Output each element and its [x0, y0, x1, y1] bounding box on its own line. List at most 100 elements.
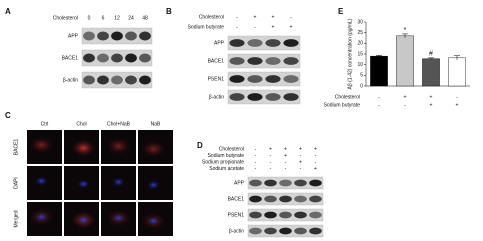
condition-sign: +	[299, 159, 302, 165]
condition-sign: -	[270, 153, 272, 159]
blot-band	[83, 31, 95, 41]
condition-sign: +	[314, 166, 317, 172]
blot-band	[265, 93, 281, 101]
blot-band	[264, 179, 277, 187]
condition-label: Sodium butyrate	[208, 153, 245, 159]
blot-label: BACE1	[228, 196, 245, 202]
condition-sign: -	[285, 166, 287, 172]
blot-band	[283, 57, 299, 65]
blot-band	[249, 211, 262, 219]
red-stain	[140, 140, 167, 158]
condition-sign: +	[254, 14, 257, 20]
condition-sign: -	[290, 14, 292, 20]
condition-label: Sodium butyrate	[324, 102, 361, 108]
y-tick-label: 0	[360, 83, 363, 89]
blot-band	[97, 75, 109, 85]
lane-label: 24	[128, 15, 134, 21]
y-tick-label: 30	[357, 19, 363, 25]
blot-band	[249, 195, 262, 203]
panel-label: D	[197, 141, 203, 150]
condition-sign: -	[270, 159, 272, 165]
nucleus	[111, 177, 126, 187]
bar	[370, 55, 388, 87]
column-label: Chol+NaB	[107, 121, 131, 127]
blot-band	[247, 75, 263, 83]
condition-sign: +	[272, 14, 275, 20]
y-tick-label: 15	[357, 51, 363, 57]
blot	[227, 89, 301, 105]
blot-band	[139, 75, 151, 85]
condition-sign: -	[255, 166, 257, 172]
condition-sign: +	[456, 102, 459, 108]
error-bar	[428, 57, 434, 60]
condition-sign: -	[404, 102, 406, 108]
condition-sign: -	[378, 94, 380, 100]
nucleus	[76, 179, 91, 189]
row-label: Merged	[13, 210, 19, 227]
blot-label: APP	[214, 40, 225, 46]
blot-label: β-actin	[229, 228, 244, 234]
row-label: DAPI	[13, 177, 19, 189]
error-bar	[402, 33, 408, 38]
blot	[227, 35, 301, 51]
blot-label: PSEN1	[228, 212, 245, 218]
condition-sign: +	[314, 146, 317, 152]
row-label: BACE1	[13, 139, 19, 156]
condition-sign: -	[270, 166, 272, 172]
condition-sign: +	[430, 94, 433, 100]
condition-sign: -	[378, 102, 380, 108]
error-bar	[454, 55, 460, 60]
blot-band	[97, 31, 109, 41]
blot-band	[294, 211, 307, 219]
condition-sign: -	[254, 24, 256, 30]
blot-band	[279, 211, 292, 219]
bar	[448, 57, 466, 87]
blot-band	[283, 39, 299, 47]
panel-label: E	[338, 7, 344, 16]
nucleus	[111, 213, 126, 223]
blot-band	[279, 179, 292, 187]
blot-band	[247, 39, 263, 47]
condition-label: Sodium propionate	[202, 159, 244, 165]
blot-band	[125, 31, 137, 41]
nucleus	[146, 216, 161, 226]
blot-band	[283, 93, 299, 101]
blot-band	[249, 227, 262, 235]
condition-label: Cholesterol	[199, 14, 224, 20]
blot-band	[247, 93, 263, 101]
blot-band	[229, 75, 245, 83]
lane-label: 6	[102, 15, 105, 21]
condition-label: Cholesterol	[335, 94, 360, 100]
condition-sign: -	[255, 153, 257, 159]
blot-band	[264, 211, 277, 219]
nucleus	[34, 176, 49, 186]
column-label: NaB	[151, 121, 161, 127]
condition-sign: -	[285, 159, 287, 165]
blot-band	[111, 31, 123, 41]
panel-label: B	[166, 7, 172, 16]
blot-label: β-actin	[63, 77, 78, 83]
condition-sign: +	[284, 146, 287, 152]
blot-band	[279, 195, 292, 203]
blot-band	[139, 31, 151, 41]
red-stain	[70, 139, 97, 157]
blot-band	[249, 179, 262, 187]
bar	[422, 58, 440, 87]
blot-band	[265, 39, 281, 47]
condition-sign: -	[315, 153, 317, 159]
condition-sign: +	[404, 94, 407, 100]
red-stain	[105, 137, 132, 155]
y-tick-label: 25	[357, 30, 363, 36]
blot-band	[247, 57, 263, 65]
condition-label: Sodium acetate	[209, 166, 244, 172]
blot-band	[309, 227, 322, 235]
blot-band	[309, 179, 322, 187]
nucleus	[34, 212, 49, 222]
blot-band	[294, 227, 307, 235]
blot-band	[279, 227, 292, 235]
lane-label: 0	[88, 15, 91, 21]
lane-header: Cholesterol	[53, 15, 78, 21]
blot-band	[139, 53, 151, 63]
